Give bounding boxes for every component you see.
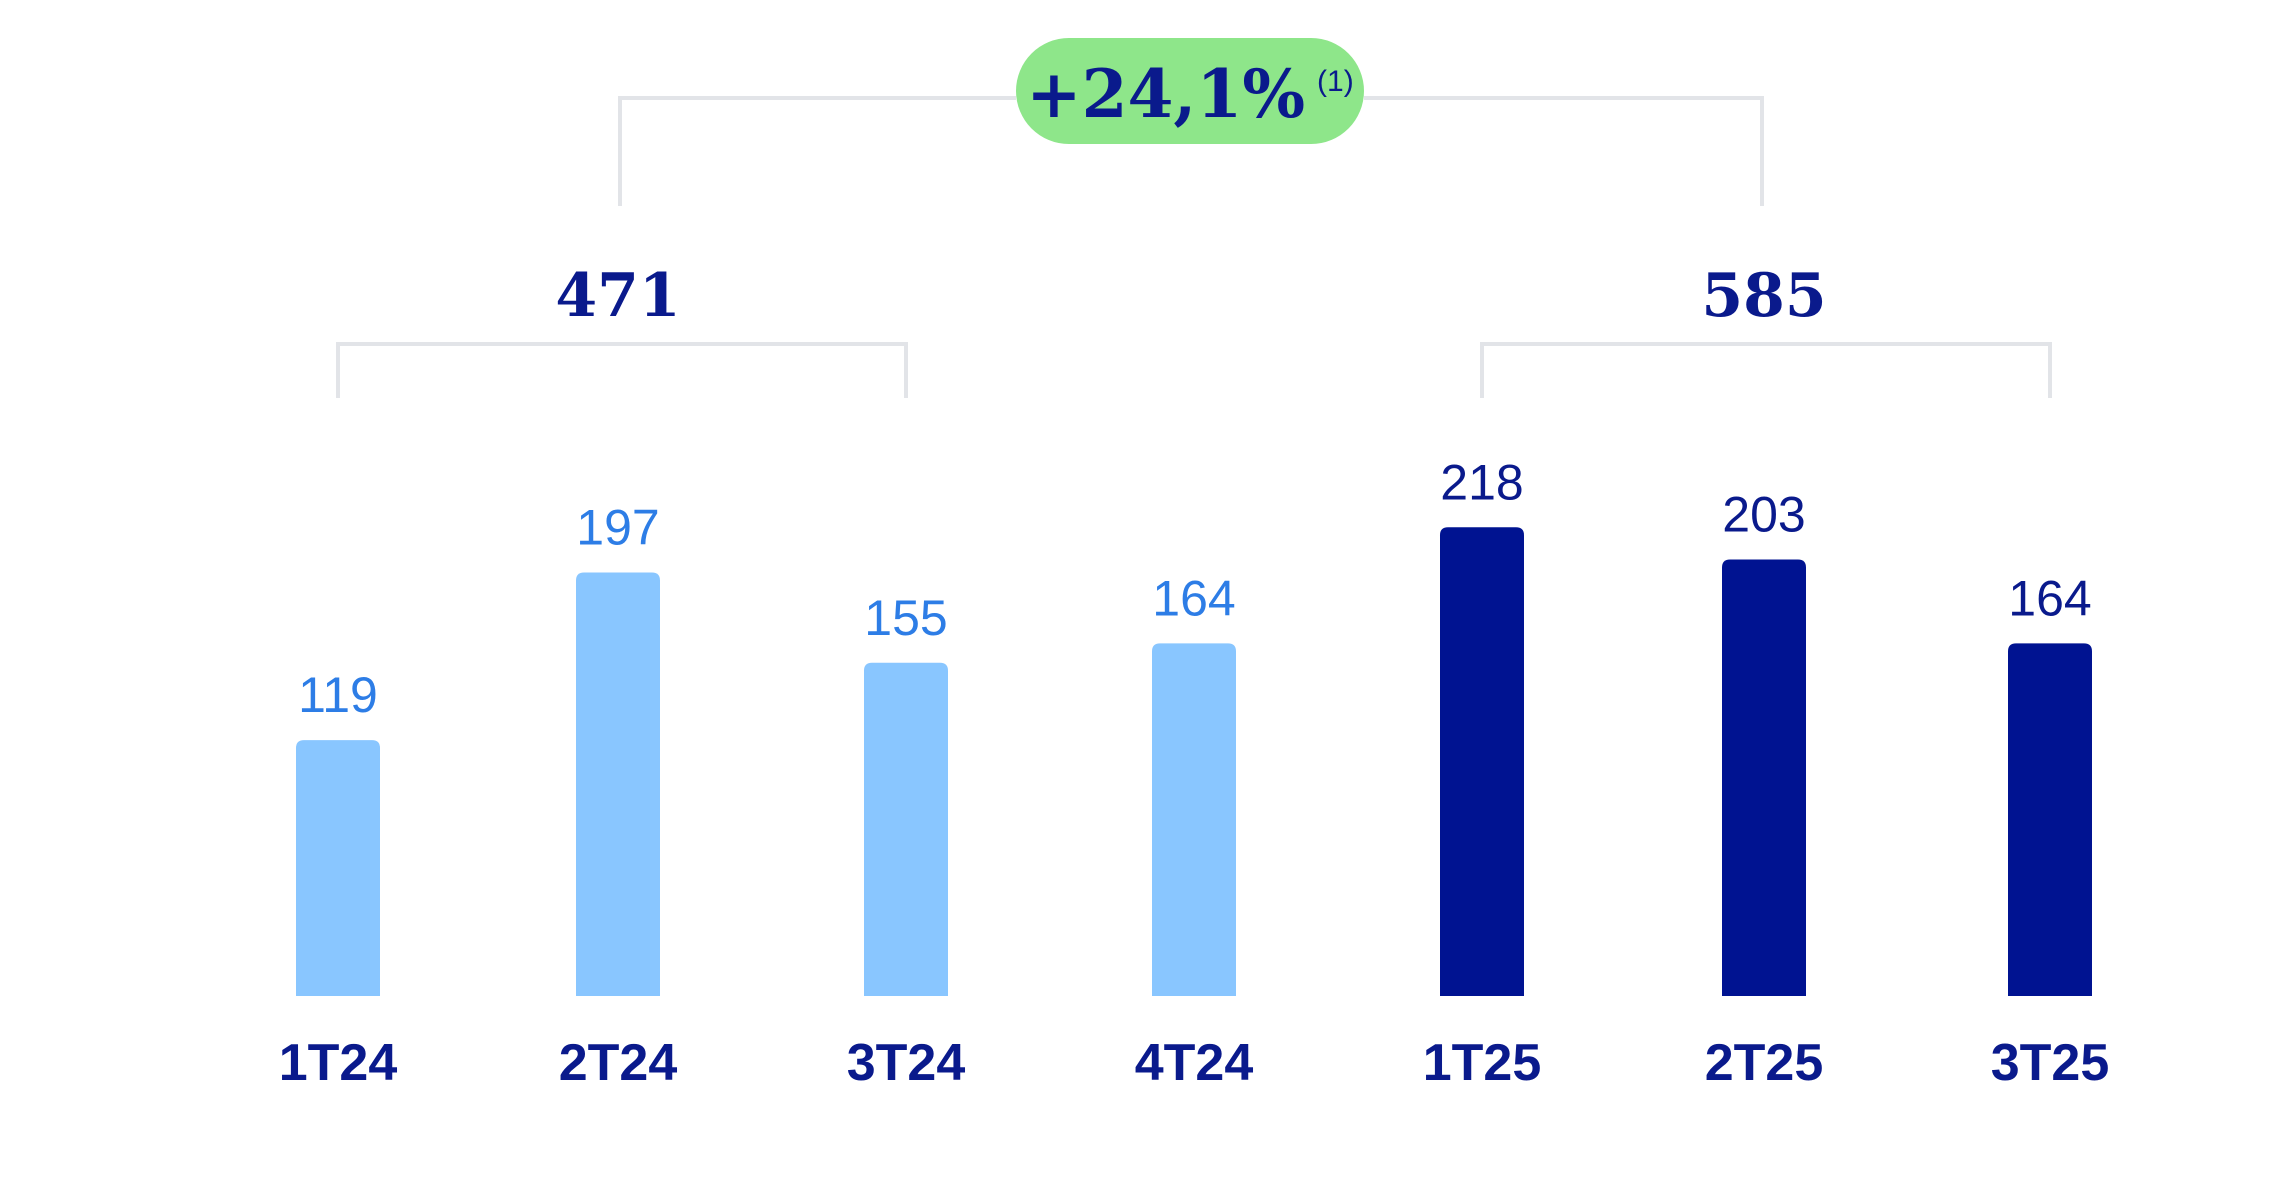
category-labels: 1T24 2T24 3T24 4T24 1T25 2T25 3T25 xyxy=(279,1034,2110,1092)
bar-2T25 xyxy=(1722,559,1806,996)
value-label-3T25: 164 xyxy=(2008,570,2091,626)
group-total-1: 471 xyxy=(555,261,680,331)
group-bracket-2 xyxy=(1480,342,2052,398)
bar-1T25 xyxy=(1440,527,1524,996)
badge-label: +24,1% (1) xyxy=(1026,55,1353,133)
group-total-2: 585 xyxy=(1701,261,1826,331)
bar-3T25 xyxy=(2008,643,2092,996)
category-label-1T24: 1T24 xyxy=(279,1034,398,1092)
bar-3T24 xyxy=(864,662,948,996)
category-label-3T24: 3T24 xyxy=(847,1034,966,1092)
bar-1T24 xyxy=(296,740,380,996)
value-label-2T25: 203 xyxy=(1722,487,1805,543)
comparison-bracket-left xyxy=(618,96,1016,206)
growth-percentage: +24,1% xyxy=(1026,55,1305,133)
group-bracket-1 xyxy=(336,342,908,398)
comparison-bracket-right xyxy=(1364,96,1764,206)
comparison-badge: +24,1% (1) xyxy=(1016,38,1364,144)
value-label-1T24: 119 xyxy=(298,667,378,723)
category-label-3T25: 3T25 xyxy=(1991,1034,2110,1092)
value-label-3T24: 155 xyxy=(864,590,947,646)
bars xyxy=(296,527,2092,996)
footnote-marker: (1) xyxy=(1317,65,1354,98)
value-label-4T24: 164 xyxy=(1152,570,1235,626)
bar-4T24 xyxy=(1152,643,1236,996)
category-label-2T24: 2T24 xyxy=(559,1034,678,1092)
category-label-4T24: 4T24 xyxy=(1135,1034,1254,1092)
value-label-2T24: 197 xyxy=(576,499,659,555)
value-label-1T25: 218 xyxy=(1440,454,1523,510)
bar-2T24 xyxy=(576,572,660,996)
category-label-2T25: 2T25 xyxy=(1705,1034,1824,1092)
group-brackets xyxy=(336,96,2052,398)
value-labels: 119 197 155 164 218 203 164 xyxy=(298,454,2092,723)
category-label-1T25: 1T25 xyxy=(1423,1034,1542,1092)
badge-background xyxy=(1016,38,1364,144)
group-totals: 471 585 xyxy=(555,261,1826,331)
